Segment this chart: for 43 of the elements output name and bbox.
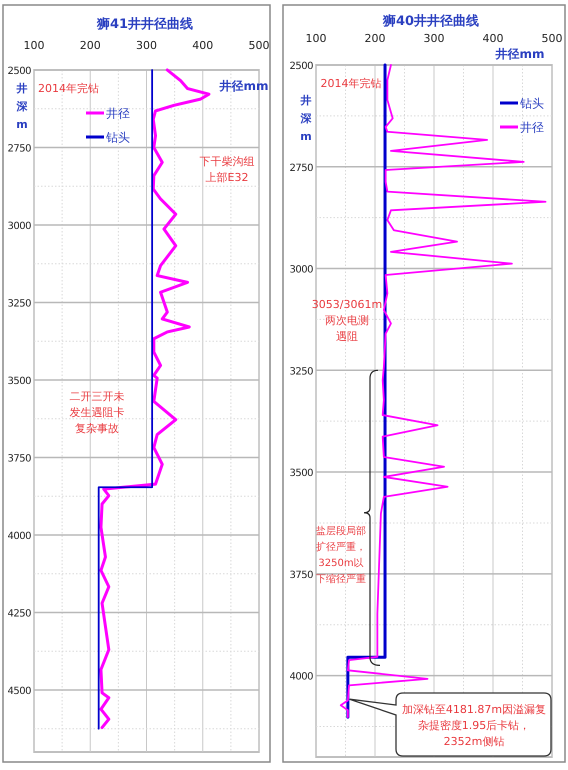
x-tick-label: 300 xyxy=(424,32,444,45)
legend-label: 井径 xyxy=(520,120,544,134)
y-axis-title: 井深m xyxy=(16,82,28,131)
y-axis-title: 井深m xyxy=(300,94,312,143)
y-tick-label: 3000 xyxy=(290,264,314,276)
y-tick-label: 3250 xyxy=(290,366,314,378)
chart-title: 狮40井井径曲线 xyxy=(382,14,480,29)
annotation: 3053/3061m两次电测遇阻 xyxy=(312,298,382,343)
x-axis-title: 井径mm xyxy=(218,79,269,93)
annotation: 加深钻至4181.87m因溢漏复杂提密度1.95后卡钻，2352m侧钻 xyxy=(402,703,546,748)
legend-label: 钻头 xyxy=(105,130,130,144)
y-tick-label: 3500 xyxy=(8,376,32,387)
annotation: 下干柴沟组上部E32 xyxy=(200,155,254,184)
legend-label: 井径 xyxy=(106,106,130,120)
x-tick-label: 100 xyxy=(24,39,44,52)
y-tick-label: 3250 xyxy=(8,298,32,310)
y-tick-label: 3000 xyxy=(8,221,32,232)
legend-label: 钻头 xyxy=(519,96,544,110)
y-tick-label: 4500 xyxy=(8,686,32,697)
y-tick-label: 2500 xyxy=(8,66,32,77)
y-tick-label: 3750 xyxy=(8,454,32,464)
x-tick-label: 200 xyxy=(364,32,386,45)
x-tick-label: 500 xyxy=(248,39,270,52)
x-tick-label: 400 xyxy=(482,32,504,45)
y-tick-label: 3500 xyxy=(290,468,314,480)
annotation: 2014年完钻 xyxy=(320,77,382,90)
y-tick-label: 2500 xyxy=(290,61,314,72)
annotation: 二开三开未发生遇阻卡复杂事故 xyxy=(70,390,124,435)
y-tick-label: 4250 xyxy=(8,608,32,620)
x-tick-label: 500 xyxy=(542,32,562,45)
x-tick-label: 400 xyxy=(192,39,214,52)
y-tick-label: 4000 xyxy=(290,672,314,683)
annotation: 2014年完钻 xyxy=(38,82,99,95)
x-axis-title: 井径mm xyxy=(494,47,545,61)
y-tick-label: 2750 xyxy=(8,144,32,154)
x-tick-label: 200 xyxy=(80,39,101,52)
y-tick-label: 4000 xyxy=(8,531,32,542)
y-tick-label: 2750 xyxy=(290,162,314,174)
y-tick-label: 3750 xyxy=(290,570,314,581)
x-tick-label: 100 xyxy=(306,32,326,45)
chart-title: 狮41井井径曲线 xyxy=(96,17,194,32)
x-tick-label: 300 xyxy=(136,39,157,52)
annotation: 盐层段局部扩径严重，3250m以下缩径严重 xyxy=(316,525,366,585)
